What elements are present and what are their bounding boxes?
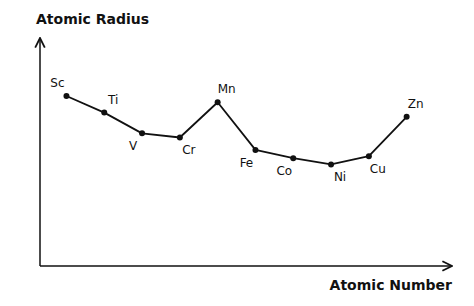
point-label: Sc	[50, 76, 64, 90]
point	[366, 153, 372, 159]
y-axis-label: Atomic Radius	[36, 11, 149, 27]
point-label: Mn	[218, 82, 236, 96]
plot-area	[63, 93, 409, 167]
point-label: Zn	[408, 97, 424, 111]
point	[404, 114, 410, 120]
point-label: V	[129, 139, 138, 153]
y-axis	[39, 38, 41, 266]
x-axis	[40, 265, 452, 267]
point	[215, 99, 221, 105]
point	[101, 110, 107, 116]
point	[177, 134, 183, 140]
chart: Sc Ti V Cr Mn Fe Co Ni Cu Zn Atomic Radius Atomic N…	[0, 0, 474, 306]
point	[252, 147, 258, 153]
point-label: Ti	[107, 93, 118, 107]
point-label: Cu	[370, 162, 386, 176]
point	[139, 130, 145, 136]
point-label: Fe	[240, 156, 254, 170]
point-label: Ni	[334, 170, 346, 184]
point	[63, 93, 69, 99]
chart-container: Sc Ti V Cr Mn Fe Co Ni Cu Zn Atomic Radius Atomic N…	[0, 0, 474, 306]
point	[328, 161, 334, 167]
x-axis-label: Atomic Number	[330, 277, 452, 293]
point-label: Co	[276, 164, 292, 178]
point-label: Cr	[182, 143, 195, 157]
point	[290, 155, 296, 161]
